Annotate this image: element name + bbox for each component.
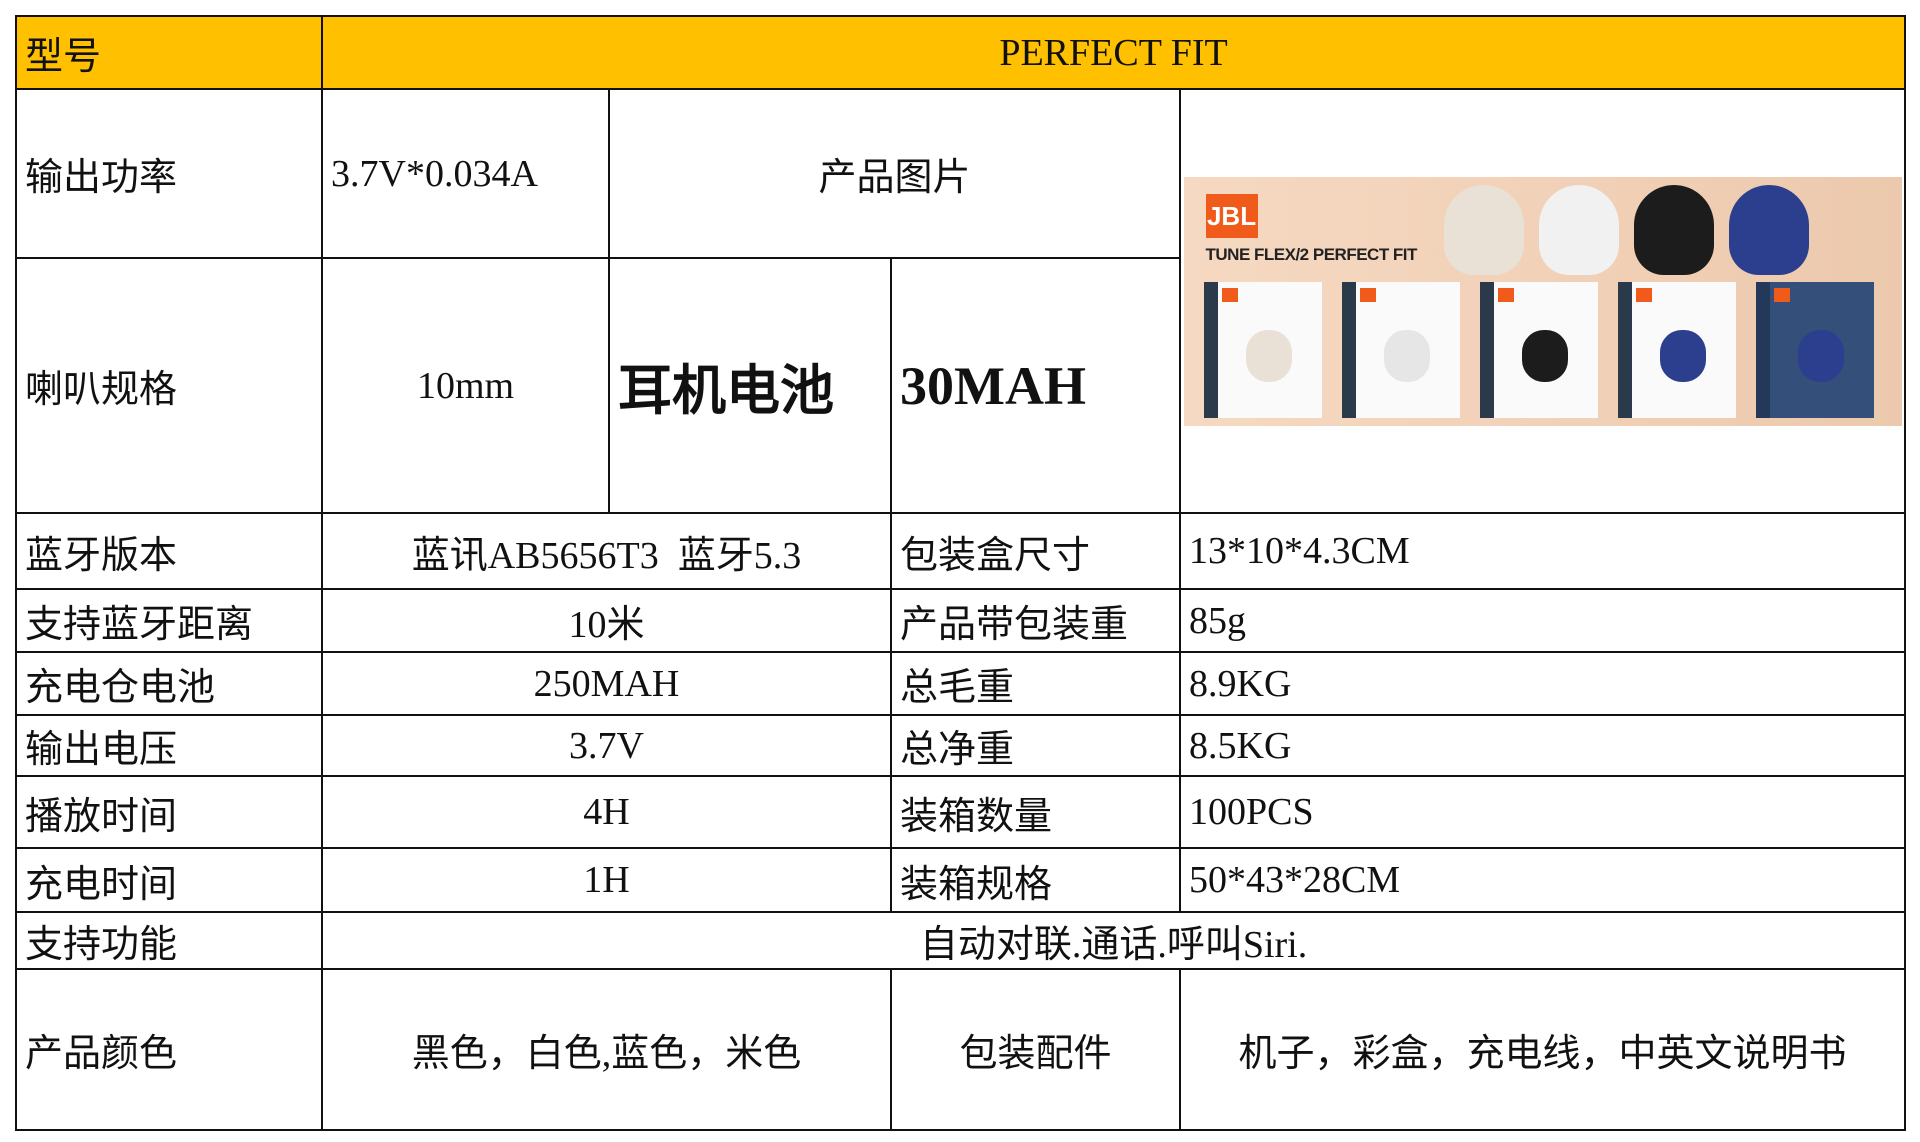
net-weight-label: 总净重 — [890, 714, 1181, 777]
jbl-logo: JBL — [1205, 193, 1258, 238]
product-image-cell: JBL TUNE FLEX/2 PERFECT FIT — [1178, 88, 1907, 514]
earbuds-black — [1633, 184, 1714, 275]
net-weight-value: 8.5KG — [1178, 714, 1907, 777]
box-back — [1755, 281, 1874, 418]
carton-size-value: 50*43*28CM — [1178, 847, 1907, 913]
output-voltage-value: 3.7V — [321, 714, 892, 777]
carton-qty-value: 100PCS — [1178, 775, 1907, 849]
model-label: 型号 — [15, 15, 323, 90]
speaker-value: 10mm — [321, 257, 610, 514]
box-black — [1479, 281, 1598, 418]
output-power-label: 输出功率 — [15, 88, 323, 259]
carton-qty-label: 装箱数量 — [890, 775, 1181, 849]
accessories-value: 机子，彩盒，充电线，中英文说明书 — [1178, 968, 1907, 1131]
earbud-battery-label: 耳机电池 — [608, 257, 892, 514]
spec-table: 型号 PERFECT FIT 输出功率 3.7V*0.034A 产品图片 JBL… — [15, 15, 1907, 1131]
box-beige — [1203, 281, 1322, 418]
product-image-label: 产品图片 — [608, 88, 1181, 259]
earbuds-white — [1538, 184, 1619, 275]
model-value: PERFECT FIT — [320, 15, 1907, 90]
box-size-label: 包装盒尺寸 — [890, 512, 1181, 590]
colors-label: 产品颜色 — [15, 968, 323, 1131]
brand-text: TUNE FLEX/2 PERFECT FIT — [1205, 244, 1418, 264]
packed-weight-value: 85g — [1178, 588, 1907, 653]
functions-value: 自动对联.通话.呼叫Siri. — [320, 911, 1907, 970]
colors-value: 黑色，白色,蓝色，米色 — [321, 968, 892, 1131]
case-battery-value: 250MAH — [321, 651, 892, 716]
output-voltage-label: 输出电压 — [15, 714, 323, 777]
charge-time-value: 1H — [321, 847, 892, 913]
bt-range-value: 10米 — [321, 588, 892, 653]
earbuds-beige — [1443, 184, 1524, 275]
packed-weight-label: 产品带包装重 — [890, 588, 1181, 653]
play-time-value: 4H — [321, 775, 892, 849]
charge-time-label: 充电时间 — [15, 847, 323, 913]
play-time-label: 播放时间 — [15, 775, 323, 849]
box-white — [1341, 281, 1460, 418]
carton-size-label: 装箱规格 — [890, 847, 1181, 913]
earbud-battery-value: 30MAH — [890, 257, 1181, 514]
box-blue — [1617, 281, 1736, 418]
earbuds-blue — [1728, 184, 1809, 275]
gross-weight-value: 8.9KG — [1178, 651, 1907, 716]
speaker-label: 喇叭规格 — [15, 257, 323, 514]
output-power-value: 3.7V*0.034A — [321, 88, 610, 259]
bt-version-value: 蓝讯AB5656T3 蓝牙5.3 — [321, 512, 892, 590]
accessories-label: 包装配件 — [890, 968, 1181, 1131]
bt-range-label: 支持蓝牙距离 — [15, 588, 323, 653]
functions-label: 支持功能 — [15, 911, 323, 970]
box-size-value: 13*10*4.3CM — [1178, 512, 1907, 590]
bt-version-label: 蓝牙版本 — [15, 512, 323, 590]
product-photo: JBL TUNE FLEX/2 PERFECT FIT — [1183, 176, 1902, 426]
case-battery-label: 充电仓电池 — [15, 651, 323, 716]
gross-weight-label: 总毛重 — [890, 651, 1181, 716]
